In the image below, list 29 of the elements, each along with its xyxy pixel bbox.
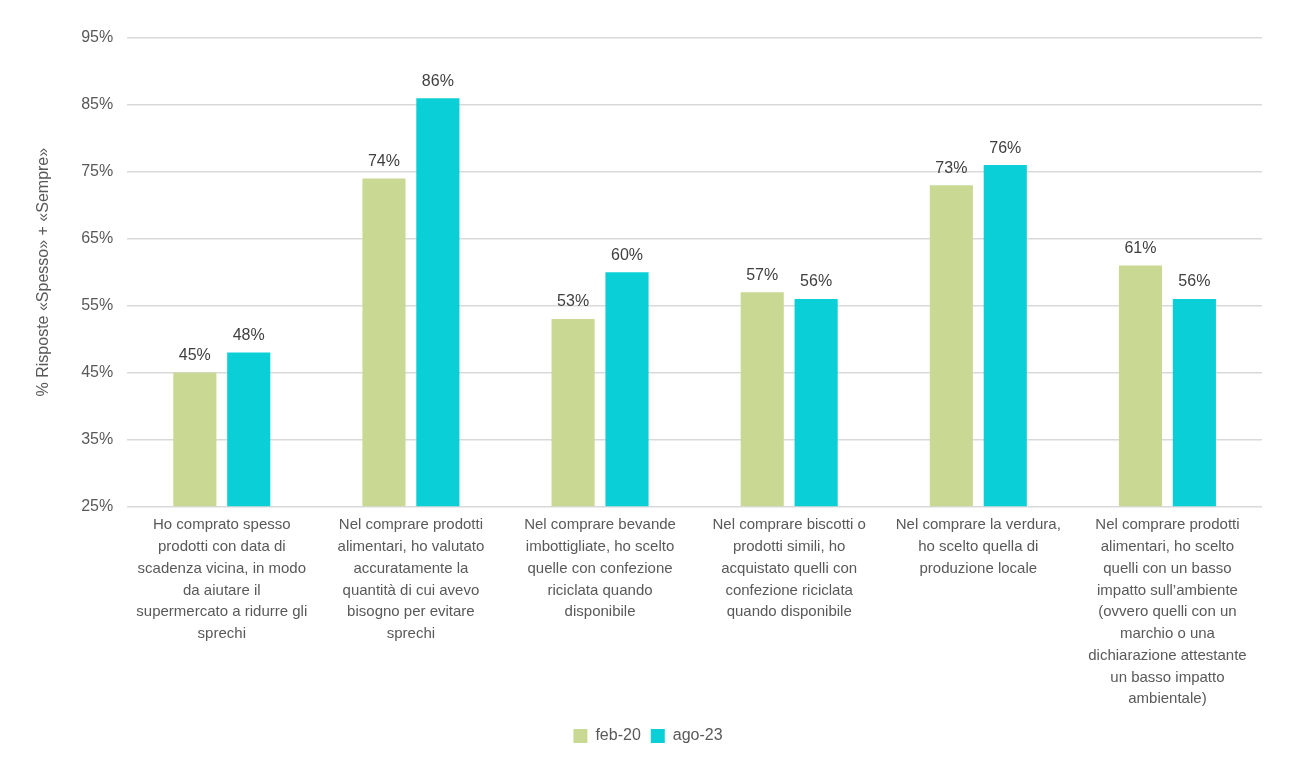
y-tick-label: 25% bbox=[81, 496, 114, 514]
y-tick-label: 35% bbox=[81, 429, 114, 447]
x-tick-label: Nel comprare biscotti o prodotti simili, ho acquistato quelli con confezione riciclata quando disponibile bbox=[712, 515, 866, 620]
data-label: 56% bbox=[1178, 272, 1211, 290]
legend-label: ago-23 bbox=[672, 726, 723, 744]
legend-label: feb-20 bbox=[595, 726, 641, 744]
y-tick-label: 55% bbox=[81, 295, 114, 313]
data-label: 86% bbox=[421, 71, 454, 89]
category-label: Nel comprare prodotti alimentari, ho scelto quelli con un basso impatto sull’ambiente (ovvero quelli con un marchio o una dichiarazione attestante un basso impatto ambientale) bbox=[1088, 515, 1247, 707]
data-label: 45% bbox=[178, 345, 211, 363]
x-tick-label: Nel comprare prodotti alimentari, ho valutato accuratamente la quantità di cui avevo bisogno per evitare sprechi bbox=[337, 515, 485, 642]
data-label: 73% bbox=[935, 158, 968, 176]
data-label: 74% bbox=[367, 151, 400, 169]
data-label: 57% bbox=[746, 265, 779, 283]
x-tick-label: Nel comprare bevande imbottigliate, ho scelto quelle con confezione riciclata quando disponibile bbox=[524, 515, 676, 620]
y-tick-label: 45% bbox=[81, 362, 114, 380]
x-tick-label: Ho comprato spesso prodotti con data di scadenza vicina, in modo da aiutare il supermercato a ridurre gli sprechi bbox=[136, 515, 308, 642]
y-tick-label: 75% bbox=[81, 162, 114, 180]
data-label: 76% bbox=[989, 138, 1022, 156]
y-tick-label: 65% bbox=[81, 229, 114, 247]
data-label: 60% bbox=[610, 245, 644, 263]
y-tick-label: 85% bbox=[81, 95, 114, 113]
y-axis-title: % Risposte «Spesso» + «Sempre» bbox=[34, 147, 52, 397]
data-label: 56% bbox=[800, 272, 833, 290]
y-tick-label: 95% bbox=[81, 28, 114, 46]
x-tick-label: Nel comprare la verdura, ho scelto quella di produzione locale bbox=[895, 515, 1061, 576]
data-label: 53% bbox=[557, 292, 590, 310]
data-label: 61% bbox=[1124, 238, 1157, 256]
data-label: 48% bbox=[232, 325, 265, 343]
